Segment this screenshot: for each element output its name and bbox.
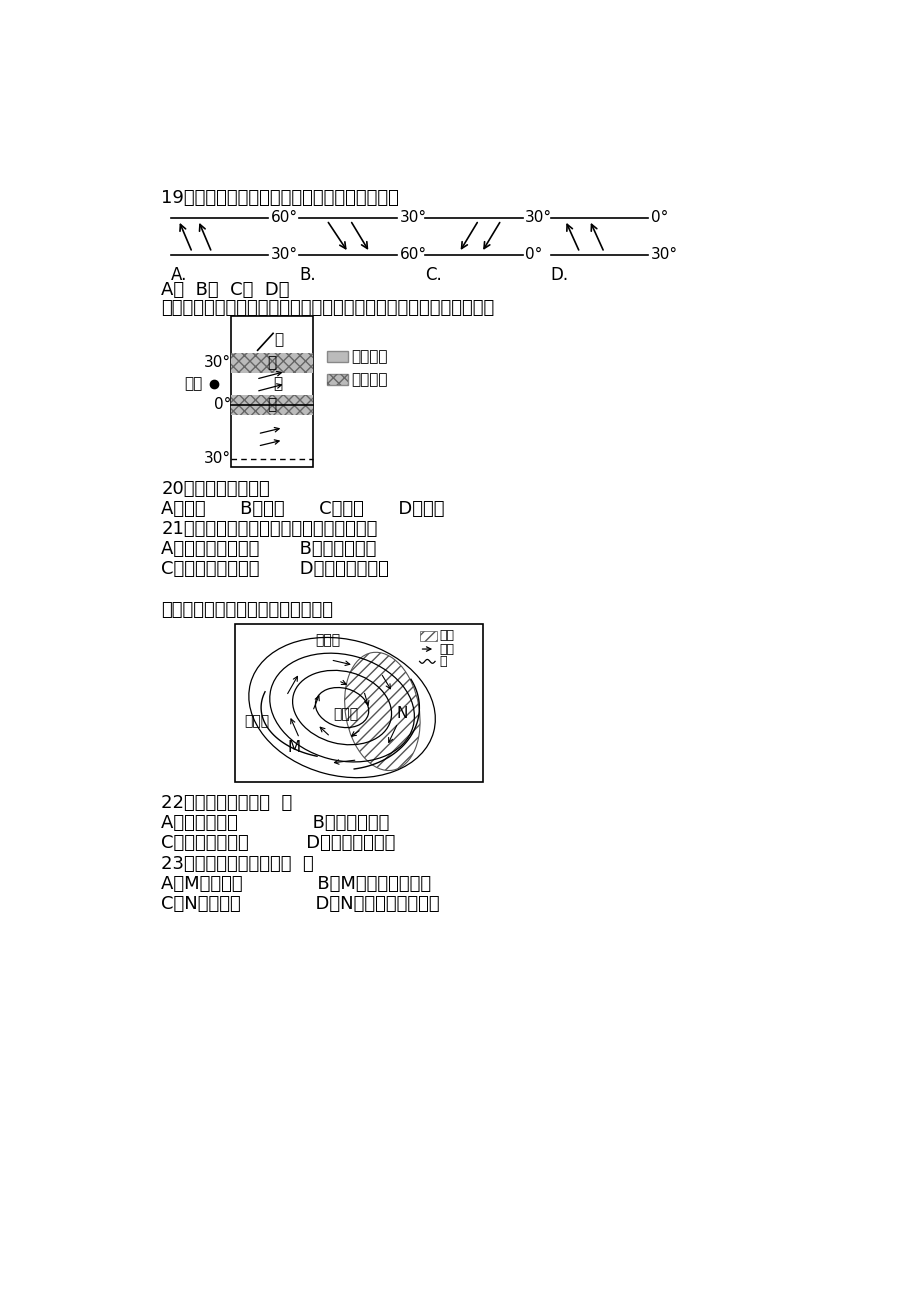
Text: 22．该天气系统是（  ）: 22．该天气系统是（ ） <box>162 794 292 812</box>
Text: A．温带海洋性气候       B．地中海气候: A．温带海洋性气候 B．地中海气候 <box>162 540 377 557</box>
Text: 高气压带: 高气压带 <box>351 372 388 387</box>
Text: 30°: 30° <box>203 355 231 370</box>
Text: 60°: 60° <box>399 247 426 262</box>
Text: 雨区: 雨区 <box>439 629 454 642</box>
Bar <box>235 625 482 783</box>
Text: 冷空气: 冷空气 <box>244 715 269 728</box>
Text: 下图是「地球上局部气压带、风带分布示意图」，读图回答下列各题。: 下图是「地球上局部气压带、风带分布示意图」，读图回答下列各题。 <box>162 298 494 316</box>
Text: 甲: 甲 <box>267 397 276 413</box>
Bar <box>326 352 348 362</box>
Text: C．北半球反气旋          D．南半球反气旋: C．北半球反气旋 D．南半球反气旋 <box>162 833 395 852</box>
Text: 太阳: 太阳 <box>185 376 203 392</box>
Bar <box>231 353 312 372</box>
Text: 30°: 30° <box>525 211 551 225</box>
Text: 冷空气: 冷空气 <box>315 634 340 647</box>
Text: B.: B. <box>299 266 316 284</box>
Text: C．亚热带季风气候       D．热带雨林气候: C．亚热带季风气候 D．热带雨林气候 <box>162 560 389 578</box>
Text: 读某地天气系统图，回答下列问题。: 读某地天气系统图，回答下列问题。 <box>162 602 334 620</box>
Text: 乙: 乙 <box>273 376 282 392</box>
Text: 23．下列说法正确的是（  ）: 23．下列说法正确的是（ ） <box>162 855 314 874</box>
Text: 30°: 30° <box>270 247 298 262</box>
Text: 30°: 30° <box>399 211 426 225</box>
Text: C．N处为冷锋             D．N处出现连续性降水: C．N处为冷锋 D．N处出现连续性降水 <box>162 896 439 914</box>
Text: 丙: 丙 <box>267 355 276 370</box>
Bar <box>326 374 348 385</box>
Text: 风向: 风向 <box>439 643 454 655</box>
Text: 30°: 30° <box>650 247 677 262</box>
Text: 0°: 0° <box>214 397 232 413</box>
Text: 19．下列四幅风带图中，表示北半球西风带的是: 19．下列四幅风带图中，表示北半球西风带的是 <box>162 189 399 207</box>
Bar <box>231 395 312 415</box>
Text: 21．全年受甲气压带控制形成的气候类型是: 21．全年受甲气压带控制形成的气候类型是 <box>162 519 378 538</box>
Bar <box>231 395 312 415</box>
Text: N: N <box>396 706 408 721</box>
Text: 0°: 0° <box>650 211 667 225</box>
Text: A.: A. <box>171 266 187 284</box>
Text: D.: D. <box>550 266 568 284</box>
Text: 暖空气: 暖空气 <box>333 707 358 721</box>
Text: 丁: 丁 <box>275 332 283 346</box>
Text: 锋: 锋 <box>439 655 447 668</box>
Text: 0°: 0° <box>525 247 542 262</box>
Bar <box>419 630 437 641</box>
Bar <box>231 353 312 372</box>
Text: C.: C. <box>425 266 441 284</box>
Text: 20．此时，北半球是: 20．此时，北半球是 <box>162 479 270 497</box>
Text: 低气压带: 低气压带 <box>351 349 388 365</box>
Text: A．M处为暖锋             B．M处雨后气温上升: A．M处为暖锋 B．M处雨后气温上升 <box>162 875 431 893</box>
Text: A．南半球气旋             B．北半球气旋: A．南半球气旋 B．北半球气旋 <box>162 814 390 832</box>
Text: 60°: 60° <box>270 211 298 225</box>
Text: M: M <box>287 740 301 755</box>
Text: A．春季      B．夏季      C．秋季      D．冬季: A．春季 B．夏季 C．秋季 D．冬季 <box>162 500 445 518</box>
Bar <box>231 316 312 466</box>
Text: A．  B．  C．  D．: A． B． C． D． <box>162 281 289 299</box>
Text: 30°: 30° <box>203 452 231 466</box>
Bar <box>326 374 348 385</box>
